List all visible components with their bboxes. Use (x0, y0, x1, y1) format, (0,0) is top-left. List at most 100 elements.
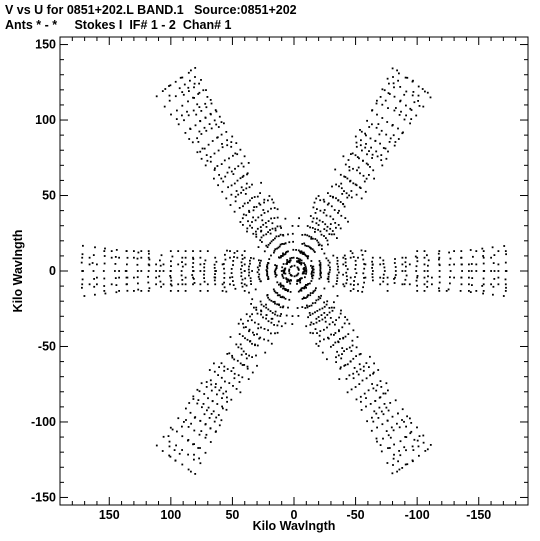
uv-point (213, 263, 216, 266)
uv-point (126, 263, 128, 266)
uv-point (316, 310, 319, 312)
uv-point (360, 400, 362, 403)
uv-point (387, 92, 390, 94)
uv-point (239, 148, 242, 151)
uv-point (354, 386, 357, 388)
uv-point (348, 169, 351, 172)
uv-point (490, 283, 492, 286)
uv-point (259, 264, 261, 267)
uv-point (422, 434, 425, 437)
uv-point (352, 329, 355, 332)
uv-point (372, 279, 374, 282)
uv-point (183, 83, 186, 86)
uv-point (243, 270, 246, 272)
uv-point (438, 250, 441, 252)
uv-point (334, 332, 337, 334)
uv-point (209, 441, 212, 443)
uv-point (250, 257, 252, 259)
uv-point (267, 243, 270, 246)
uv-point (288, 241, 291, 244)
uv-point (169, 270, 172, 272)
uv-point (289, 291, 292, 293)
uv-point (311, 248, 314, 251)
uv-point (147, 275, 149, 278)
uv-point (177, 123, 180, 126)
uv-point (283, 296, 285, 299)
uv-point (247, 268, 250, 271)
uv-point (391, 124, 394, 126)
uv-point (377, 369, 380, 371)
uv-point (352, 256, 355, 258)
uv-point (287, 278, 290, 281)
uv-point (327, 337, 330, 340)
uv-point (270, 217, 272, 220)
uv-point (405, 104, 407, 107)
uv-point (414, 255, 417, 258)
uv-point (194, 473, 197, 475)
chart-title: V vs U for 0851+202.L BAND.1 Source:0851… (5, 3, 297, 17)
uv-point (333, 233, 336, 236)
uv-point (437, 252, 440, 255)
uv-point (314, 228, 317, 231)
uv-point (221, 405, 223, 408)
uv-point (416, 439, 419, 442)
uv-point (192, 276, 194, 279)
uv-point (348, 194, 350, 197)
uv-point (235, 388, 238, 390)
uv-point (317, 345, 320, 347)
uv-point (208, 123, 211, 125)
uv-point (140, 290, 143, 292)
uv-point (223, 122, 225, 125)
uv-point (176, 109, 178, 112)
uv-point (406, 463, 409, 466)
uv-point (421, 88, 424, 90)
uv-point (252, 257, 255, 260)
uv-point (191, 266, 194, 268)
uv-point (214, 273, 216, 275)
uv-point (193, 86, 195, 89)
uv-point (380, 450, 383, 453)
uv-point (103, 250, 106, 252)
uv-point (280, 270, 283, 272)
uv-point (286, 281, 288, 283)
uv-point (245, 214, 248, 217)
uv-point (237, 346, 240, 349)
uv-point (276, 303, 278, 306)
uv-point (379, 96, 382, 98)
uv-point (181, 265, 184, 268)
uv-point (370, 146, 372, 149)
uv-point (352, 372, 355, 375)
uv-point (197, 447, 200, 449)
uv-point (213, 279, 216, 282)
uv-point (258, 278, 261, 280)
uv-point (133, 256, 135, 259)
uv-point (349, 360, 352, 363)
uv-point (303, 262, 305, 265)
uv-point (310, 321, 313, 324)
uv-point (162, 263, 165, 266)
uv-point (415, 114, 418, 117)
uv-point (287, 289, 290, 291)
uv-point (263, 250, 266, 253)
uv-point (408, 263, 411, 266)
uv-point (304, 307, 307, 309)
uv-point (423, 283, 426, 286)
uv-point (333, 209, 336, 211)
uv-point (416, 260, 419, 263)
uv-point (401, 419, 403, 421)
uv-point (184, 263, 187, 266)
uv-point (271, 198, 273, 201)
uv-point (205, 433, 208, 436)
uv-point (317, 195, 320, 197)
uv-point (203, 147, 206, 150)
uv-point (226, 368, 229, 370)
uv-point (351, 339, 354, 342)
uv-point (287, 260, 290, 263)
uv-point (284, 242, 287, 245)
uv-point (405, 449, 407, 452)
uv-point (213, 420, 216, 423)
uv-point (341, 326, 344, 329)
uv-point (403, 93, 406, 96)
uv-point (232, 284, 235, 286)
uv-point (93, 278, 95, 280)
